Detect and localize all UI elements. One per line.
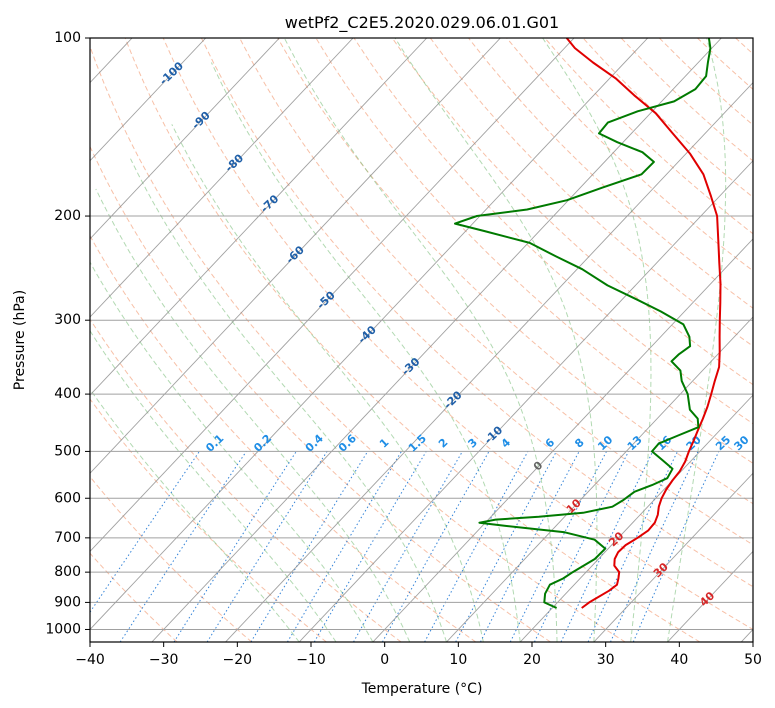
moist-adiabat xyxy=(394,38,598,642)
dry-adiabat xyxy=(90,45,626,642)
mixing-ratio-line xyxy=(353,451,463,642)
dry-adiabat xyxy=(315,38,753,464)
y-axis-title: Pressure (hPa) xyxy=(12,290,28,390)
y-tick-label: 700 xyxy=(54,530,81,546)
moist-adiabat xyxy=(130,158,447,642)
mixing-ratio-line xyxy=(509,451,607,642)
dry-adiabat xyxy=(90,145,551,642)
dry-adiabat xyxy=(735,38,753,55)
dry-adiabat xyxy=(239,38,753,546)
x-axis: −40 −30 −20 −10 0 10 20 30 40 50 xyxy=(75,642,762,668)
x-tick-label: −20 xyxy=(223,652,253,668)
y-tick-label: 400 xyxy=(54,386,81,402)
pressure-grid xyxy=(90,38,753,630)
mixing-ratio-line xyxy=(560,451,654,642)
mixing-ratio-line xyxy=(119,451,247,642)
y-axis: 100 200 300 400 500 600 700 800 900 1000 xyxy=(45,30,90,637)
dry-adiabat xyxy=(90,552,178,642)
x-tick-label: −10 xyxy=(296,652,326,668)
moist-adiabat xyxy=(171,124,484,642)
y-tick-label: 600 xyxy=(54,490,81,506)
y-tick-label: 300 xyxy=(54,312,81,328)
moist-adiabat xyxy=(90,261,374,642)
moist-adiabat xyxy=(210,62,521,642)
mixing-ratio-line xyxy=(313,451,427,642)
x-tick-label: −40 xyxy=(75,652,105,668)
mixing-ratio-line xyxy=(206,451,328,642)
x-tick-label: 50 xyxy=(744,652,762,668)
temperature-profile xyxy=(565,38,722,609)
x-tick-label: −30 xyxy=(149,652,179,668)
isotherm-line xyxy=(90,38,280,240)
mixing-ratio-label: 30 xyxy=(732,433,752,453)
isotherm-line xyxy=(519,394,753,642)
isotherm-line xyxy=(740,628,753,642)
isotherm-line xyxy=(90,38,428,396)
chart-title: wetPf2_C2E5.2020.029.06.01.G01 xyxy=(285,13,559,33)
dry-adiabat xyxy=(468,38,753,309)
isotherm-line xyxy=(151,38,722,642)
mixing-ratio-label: 10 xyxy=(595,433,615,453)
isotherm-line xyxy=(0,38,58,642)
dry-adiabat xyxy=(90,475,253,642)
isotherm-line xyxy=(593,472,753,642)
dry-adiabat xyxy=(353,38,753,425)
sounding-profiles xyxy=(454,38,722,609)
x-tick-label: 0 xyxy=(380,652,389,668)
dry-adiabat xyxy=(162,38,753,631)
isotherm-line xyxy=(90,38,207,162)
dewpoint-profile xyxy=(454,38,712,609)
y-tick-label: 200 xyxy=(54,208,81,224)
y-tick-label: 500 xyxy=(54,443,81,459)
mixing-ratio-label: 16 xyxy=(654,433,674,453)
dry-adiabat xyxy=(90,234,477,642)
dry-adiabat xyxy=(277,38,753,505)
dry-adiabat xyxy=(391,38,753,386)
mixing-ratio-line xyxy=(250,451,369,642)
mixing-ratio-line xyxy=(610,451,699,642)
y-tick-label: 800 xyxy=(54,564,81,580)
isotherm-line xyxy=(667,550,753,642)
mixing-ratio-label: 4 xyxy=(499,436,514,451)
isotherm-line xyxy=(90,38,354,318)
plot-frame xyxy=(89,37,754,643)
y-tick-label: 100 xyxy=(54,30,81,46)
y-tick-label: 900 xyxy=(54,594,81,610)
isotherm-line xyxy=(90,38,649,631)
dry-adiabat xyxy=(620,38,753,162)
moist-adiabat xyxy=(90,329,337,642)
mixing-ratio-label: 1 xyxy=(377,436,391,451)
isotherm-line xyxy=(372,238,753,642)
mixing-ratio-line xyxy=(480,451,580,642)
dry-adiabat xyxy=(544,38,753,235)
isotherm-line xyxy=(446,316,753,642)
mixing-ratio-label: 8 xyxy=(572,436,586,451)
x-tick-label: 10 xyxy=(449,652,467,668)
isotherm-line xyxy=(298,160,753,642)
mixing-ratio-line xyxy=(381,451,490,642)
dry-adiabat xyxy=(200,38,753,588)
dry-adiabat xyxy=(658,38,753,126)
isotherm-line xyxy=(90,38,575,553)
dry-adiabat xyxy=(124,38,701,642)
isotherm-line xyxy=(90,38,501,474)
y-tick-label: 1000 xyxy=(45,621,81,637)
mixing-ratio-label: 25 xyxy=(713,433,733,453)
mixing-ratio-line xyxy=(424,451,529,642)
x-tick-label: 40 xyxy=(670,652,688,668)
mixing-ratio-line xyxy=(534,451,630,642)
mixing-ratio-label: 36 xyxy=(754,433,774,453)
background-lines xyxy=(0,38,753,642)
mixing-ratio-line xyxy=(173,451,297,642)
dry-adiabat xyxy=(506,38,753,272)
x-axis-title: Temperature (°C) xyxy=(361,681,483,697)
moist-adiabat xyxy=(283,38,558,642)
x-tick-label: 30 xyxy=(597,652,615,668)
x-tick-label: 20 xyxy=(523,652,541,668)
isotherm-line xyxy=(225,81,753,642)
moist-adiabat xyxy=(95,188,411,642)
mixing-ratio-label: 2 xyxy=(436,436,450,451)
